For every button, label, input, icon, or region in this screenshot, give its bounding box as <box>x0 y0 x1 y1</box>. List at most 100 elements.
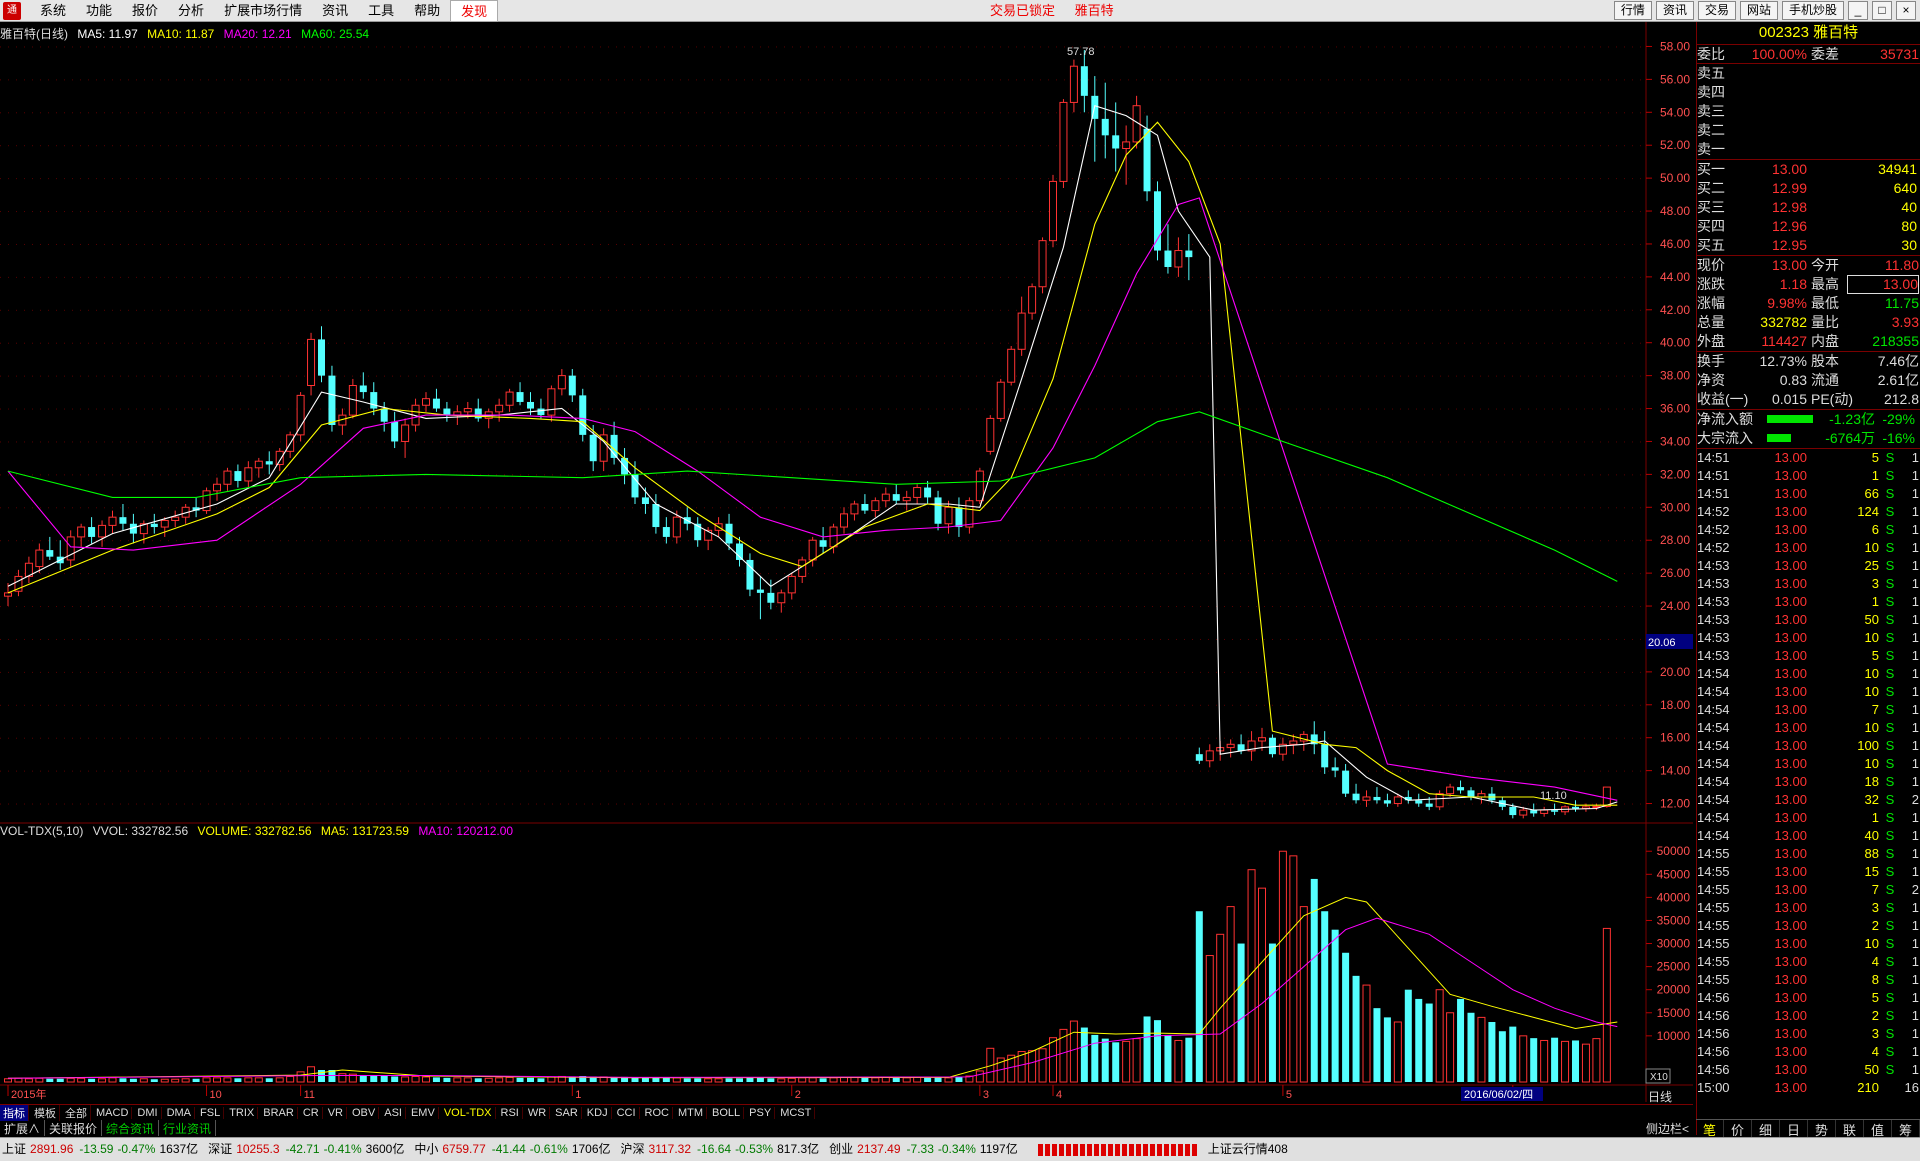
price-gridline-dot <box>424 178 425 180</box>
menu-system[interactable]: 系统 <box>40 3 67 18</box>
price-gridline-dot <box>1096 211 1097 213</box>
price-gridline-dot <box>1544 79 1545 81</box>
price-gridline-dot <box>1024 178 1025 180</box>
price-gridline-dot <box>688 638 689 640</box>
price-gridline-dot <box>1352 243 1353 245</box>
price-gridline-dot <box>400 803 401 805</box>
price-gridline-dot <box>952 79 953 81</box>
price-gridline-dot <box>56 606 57 608</box>
trade-lock-status[interactable]: 交易已锁定 <box>990 3 1056 18</box>
price-gridline-dot <box>584 540 585 542</box>
price-gridline-dot <box>384 178 385 180</box>
price-gridline-dot <box>1528 243 1529 245</box>
price-gridline-dot <box>256 276 257 278</box>
price-gridline-dot <box>1040 704 1041 706</box>
info-button[interactable]: 资讯 <box>1655 1 1694 20</box>
kline-chart-svg[interactable]: 12.0014.0016.0018.0020.0022.0024.0026.00… <box>0 22 1693 1104</box>
menu-discover[interactable]: 发现 <box>450 0 499 22</box>
price-gridline-dot <box>408 46 409 48</box>
app-logo-icon[interactable]: 通 <box>3 2 21 20</box>
price-gridline-dot <box>960 211 961 213</box>
price-gridline-dot <box>1504 408 1505 410</box>
price-gridline-dot <box>1520 737 1521 739</box>
price-gridline-dot <box>336 408 337 410</box>
menu-quote[interactable]: 报价 <box>132 3 159 18</box>
price-gridline-dot <box>296 671 297 673</box>
price-gridline-dot <box>1264 474 1265 476</box>
price-gridline-dot <box>1096 671 1097 673</box>
price-gridline-dot <box>1256 573 1257 575</box>
price-gridline-dot <box>1408 342 1409 344</box>
minimize-icon[interactable]: _ <box>1848 1 1868 20</box>
price-gridline-dot <box>144 507 145 509</box>
close-icon[interactable]: × <box>1896 1 1916 20</box>
price-gridline-dot <box>1280 342 1281 344</box>
price-gridline-dot <box>376 243 377 245</box>
market-button[interactable]: 行情 <box>1613 1 1652 20</box>
website-button[interactable]: 网站 <box>1739 1 1778 20</box>
price-gridline-dot <box>472 46 473 48</box>
price-gridline-dot <box>16 803 17 805</box>
price-gridline-dot <box>1640 441 1641 443</box>
price-gridline-dot <box>328 573 329 575</box>
price-gridline-dot <box>104 145 105 147</box>
price-gridline-dot <box>1272 46 1273 48</box>
price-gridline-dot <box>864 770 865 772</box>
price-gridline-dot <box>344 342 345 344</box>
price-gridline-dot <box>1448 540 1449 542</box>
price-gridline-dot <box>80 46 81 48</box>
price-gridline-dot <box>416 309 417 311</box>
price-gridline-dot <box>1456 46 1457 48</box>
price-gridline-dot <box>576 408 577 410</box>
price-gridline-dot <box>984 638 985 640</box>
chart-area[interactable]: 12.0014.0016.0018.0020.0022.0024.0026.00… <box>0 22 1693 1104</box>
mobile-trading-button[interactable]: 手机炒股 <box>1781 1 1844 20</box>
price-gridline-dot <box>1608 770 1609 772</box>
trade-button[interactable]: 交易 <box>1697 1 1736 20</box>
price-gridline-dot <box>1168 243 1169 245</box>
price-gridline-dot <box>1016 408 1017 410</box>
price-gridline-dot <box>368 507 369 509</box>
price-gridline-dot <box>1096 145 1097 147</box>
price-gridline-dot <box>760 375 761 377</box>
menu-info[interactable]: 资讯 <box>322 3 349 18</box>
price-gridline-dot <box>536 770 537 772</box>
price-gridline-dot <box>1456 573 1457 575</box>
price-gridline-dot <box>880 441 881 443</box>
price-gridline-dot <box>192 145 193 147</box>
price-gridline-dot <box>192 211 193 213</box>
price-gridline-dot <box>680 803 681 805</box>
price-gridline-dot <box>312 540 313 542</box>
price-gridline-dot <box>1496 79 1497 81</box>
price-gridline-dot <box>88 375 89 377</box>
menu-function[interactable]: 功能 <box>86 3 113 18</box>
price-gridline-dot <box>1032 704 1033 706</box>
menu-analysis[interactable]: 分析 <box>178 3 205 18</box>
price-gridline-dot <box>1472 507 1473 509</box>
price-gridline-dot <box>240 737 241 739</box>
price-gridline-dot <box>968 606 969 608</box>
menu-help[interactable]: 帮助 <box>414 3 441 18</box>
price-gridline-dot <box>848 638 849 640</box>
price-gridline-dot <box>504 112 505 114</box>
price-gridline-dot <box>448 540 449 542</box>
price-gridline-dot <box>1344 704 1345 706</box>
price-gridline-dot <box>432 638 433 640</box>
price-gridline-dot <box>576 79 577 81</box>
price-gridline-dot <box>1264 540 1265 542</box>
price-gridline-dot <box>256 112 257 114</box>
price-gridline-dot <box>752 375 753 377</box>
price-gridline-dot <box>1592 507 1593 509</box>
price-gridline-dot <box>1256 309 1257 311</box>
price-gridline-dot <box>1248 342 1249 344</box>
price-gridline-dot <box>520 606 521 608</box>
menu-tools[interactable]: 工具 <box>368 3 395 18</box>
price-gridline-dot <box>296 112 297 114</box>
menu-extended-market[interactable]: 扩展市场行情 <box>224 3 303 18</box>
price-gridline-dot <box>584 375 585 377</box>
maximize-icon[interactable]: □ <box>1872 1 1892 20</box>
price-gridline-dot <box>1464 408 1465 410</box>
price-gridline-dot <box>1264 211 1265 213</box>
price-gridline-dot <box>1496 638 1497 640</box>
price-gridline-dot <box>560 46 561 48</box>
